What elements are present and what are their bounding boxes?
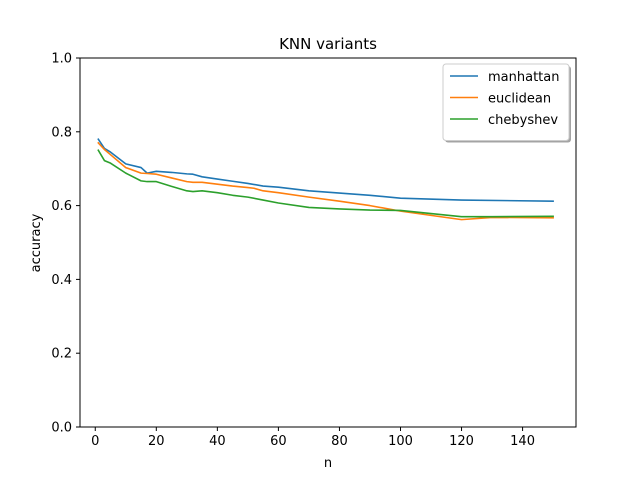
y-tick-label: 1.0: [51, 52, 72, 67]
legend-label-euclidean: euclidean: [488, 92, 551, 107]
chart-title: KNN variants: [279, 35, 377, 53]
plot-area: 0 20 40 60 80 100 120 140 0.0 0.2 0.4 0.6 0.8 1.0: [51, 52, 577, 449]
x-axis-label: n: [324, 456, 332, 471]
series-line-euclidean: [97, 141, 554, 221]
x-tick-label: 0: [91, 434, 99, 449]
legend-label-manhattan: manhattan: [488, 70, 559, 85]
x-tick-label: 60: [270, 434, 287, 449]
x-tick-label: 140: [510, 434, 535, 449]
series-line-manhattan: [97, 138, 554, 202]
y-tick-label: 0.0: [51, 421, 72, 436]
x-tick-label: 120: [449, 434, 474, 449]
y-axis-label: accuracy: [29, 213, 44, 272]
y-tick-label: 0.6: [51, 199, 72, 214]
x-tick-label: 40: [209, 434, 226, 449]
legend-label-chebyshev: chebyshev: [488, 113, 558, 128]
y-tick-label: 0.8: [51, 125, 72, 140]
x-tick-label: 20: [148, 434, 165, 449]
axes-frame: [79, 57, 577, 428]
series-line-chebyshev: [97, 149, 554, 218]
x-tick-label: 80: [331, 434, 348, 449]
y-tick-label: 0.2: [51, 347, 72, 362]
legend-box: [442, 63, 570, 141]
y-tick-label: 0.4: [51, 273, 72, 288]
x-tick-label: 100: [388, 434, 413, 449]
legend: manhattan euclidean chebyshev: [442, 63, 571, 143]
